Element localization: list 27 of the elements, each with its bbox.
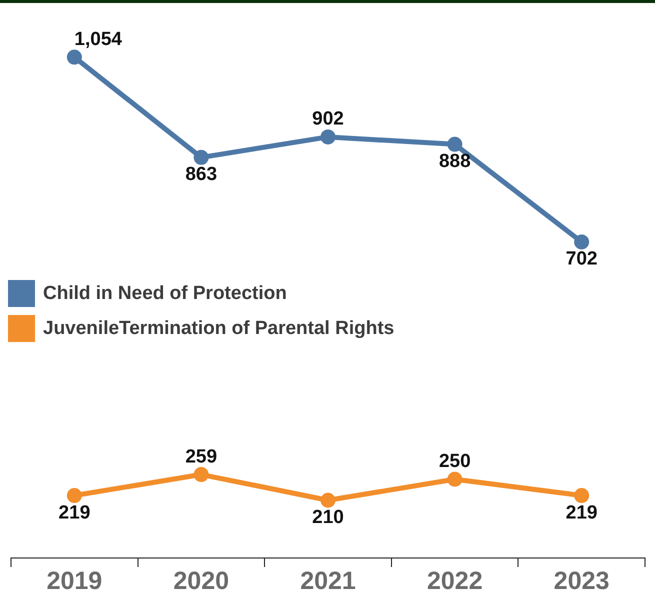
data-label: 888 [438, 151, 471, 172]
x-tick-label: 2020 [173, 566, 230, 595]
point [194, 150, 209, 165]
data-label: 902 [312, 108, 344, 130]
data-label: 1,054 [74, 28, 122, 50]
data-label: 210 [312, 506, 344, 528]
point [574, 488, 590, 504]
x-tick-label: 2023 [554, 566, 610, 595]
point [320, 492, 336, 508]
data-label: 702 [566, 248, 598, 270]
legend-label: JuvenileTermination of Parental Rights [43, 318, 394, 340]
data-label: 250 [438, 450, 471, 472]
data-label: 219 [58, 502, 90, 524]
point [320, 129, 336, 144]
point [194, 467, 209, 482]
x-tick-label: 2022 [426, 566, 483, 595]
data-label: 259 [185, 446, 218, 468]
point [66, 488, 82, 504]
x-tick-label: 2019 [46, 566, 102, 595]
data-label: 863 [185, 164, 218, 186]
point [447, 136, 462, 152]
point [66, 50, 82, 65]
data-label: 219 [566, 502, 598, 524]
x-tick-label: 2021 [300, 566, 356, 595]
point [447, 472, 462, 487]
point [574, 234, 590, 250]
legend-label: Child in Need of Protection [43, 282, 287, 304]
